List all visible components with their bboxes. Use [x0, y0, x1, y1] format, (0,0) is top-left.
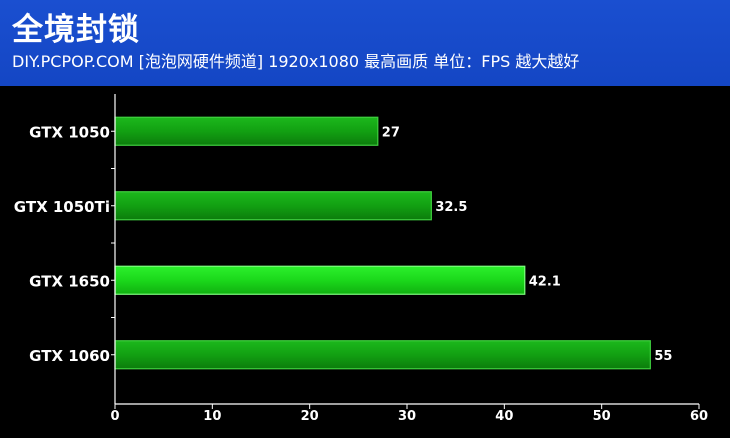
- bar-value-label: 55: [654, 349, 672, 364]
- chart-subtitle: DIY.PCPOP.COM [泡泡网硬件频道] 1920x1080 最高画质 单…: [12, 52, 580, 71]
- chart-title: 全境封锁: [12, 12, 140, 48]
- bar-value-label: 32.5: [435, 200, 467, 215]
- bar-value-label: 27: [382, 125, 400, 140]
- chart-header: 全境封锁 DIY.PCPOP.COM [泡泡网硬件频道] 1920x1080 最…: [0, 0, 730, 86]
- bar-0: [114, 116, 379, 146]
- x-tick-label: 30: [398, 409, 416, 424]
- bar-value-label: 42.1: [529, 274, 561, 289]
- category-label: GTX 1050Ti: [14, 198, 110, 216]
- category-label: GTX 1050: [29, 123, 110, 141]
- x-tick-label: 60: [690, 409, 708, 424]
- x-tick-label: 0: [110, 409, 119, 424]
- bar-3: [114, 340, 651, 370]
- category-label: GTX 1650: [29, 272, 110, 290]
- x-tick-label: 10: [203, 409, 221, 424]
- x-tick-label: 20: [301, 409, 319, 424]
- x-tick-label: 50: [593, 409, 611, 424]
- category-label: GTX 1060: [29, 347, 110, 365]
- bar-2: [114, 265, 526, 295]
- x-tick-label: 40: [495, 409, 513, 424]
- bar-1: [114, 191, 432, 221]
- bar-chart: 27 GTX 1050 32.5 GTX 1050Ti 42.1 GTX 1650 55 GT…: [14, 94, 708, 424]
